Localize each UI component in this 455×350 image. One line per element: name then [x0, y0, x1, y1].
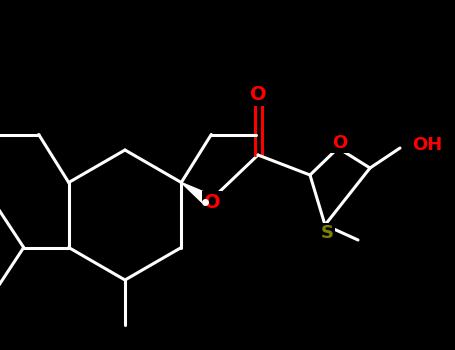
Text: O: O: [332, 134, 348, 152]
Text: OH: OH: [412, 136, 442, 154]
Polygon shape: [181, 182, 211, 205]
Text: O: O: [250, 85, 266, 105]
Text: S: S: [320, 224, 334, 242]
Text: O: O: [204, 193, 220, 211]
